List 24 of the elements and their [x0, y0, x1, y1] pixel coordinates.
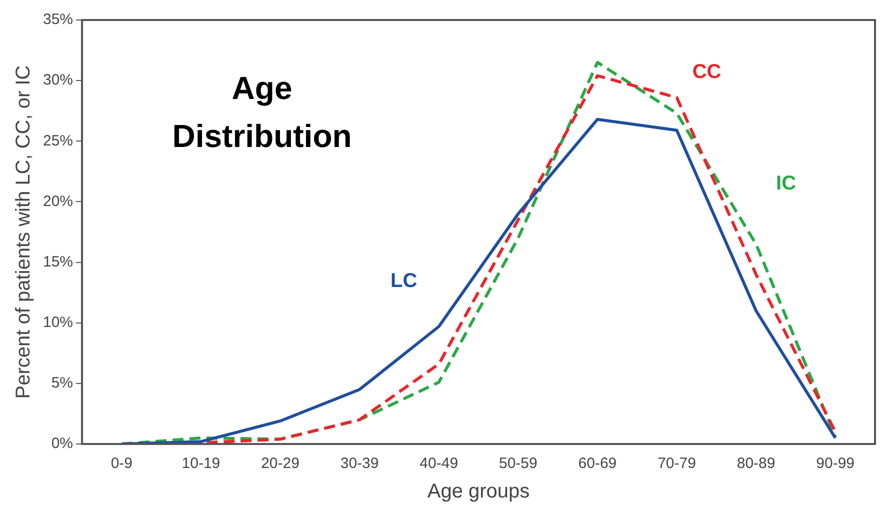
- y-axis-title: Percent of patients with LC, CC, or IC: [12, 65, 35, 399]
- x-tick-label: 30-39: [340, 455, 379, 472]
- x-tick-label: 60-69: [578, 455, 617, 472]
- y-tick-label: 25%: [42, 132, 74, 150]
- y-tick-label: 5%: [51, 374, 74, 392]
- x-tick-label: 80-89: [736, 455, 776, 472]
- x-tick-label: 40-49: [420, 455, 458, 472]
- x-axis-title: Age groups: [427, 480, 530, 503]
- y-tick-label: 30%: [42, 72, 74, 89]
- text: Age Distribution: [172, 70, 352, 154]
- y-tick-label: 35%: [42, 11, 74, 28]
- x-tick-label: 10-19: [182, 455, 220, 472]
- x-tick-label: 50-59: [498, 455, 538, 472]
- x-tick-label: 0-9: [110, 455, 133, 472]
- x-tick-label: 70-79: [658, 455, 696, 472]
- series-label: CC: [692, 61, 722, 84]
- series-label: LC: [390, 270, 418, 292]
- y-tick-label: 20%: [42, 192, 74, 210]
- x-tick-label: 20-29: [261, 455, 300, 472]
- y-tick-label: 15%: [42, 253, 74, 270]
- y-tick-label: 0%: [51, 435, 74, 452]
- y-tick-label: 10%: [42, 314, 74, 331]
- text: IC: [776, 172, 796, 195]
- x-tick-label: 90-99: [816, 455, 855, 472]
